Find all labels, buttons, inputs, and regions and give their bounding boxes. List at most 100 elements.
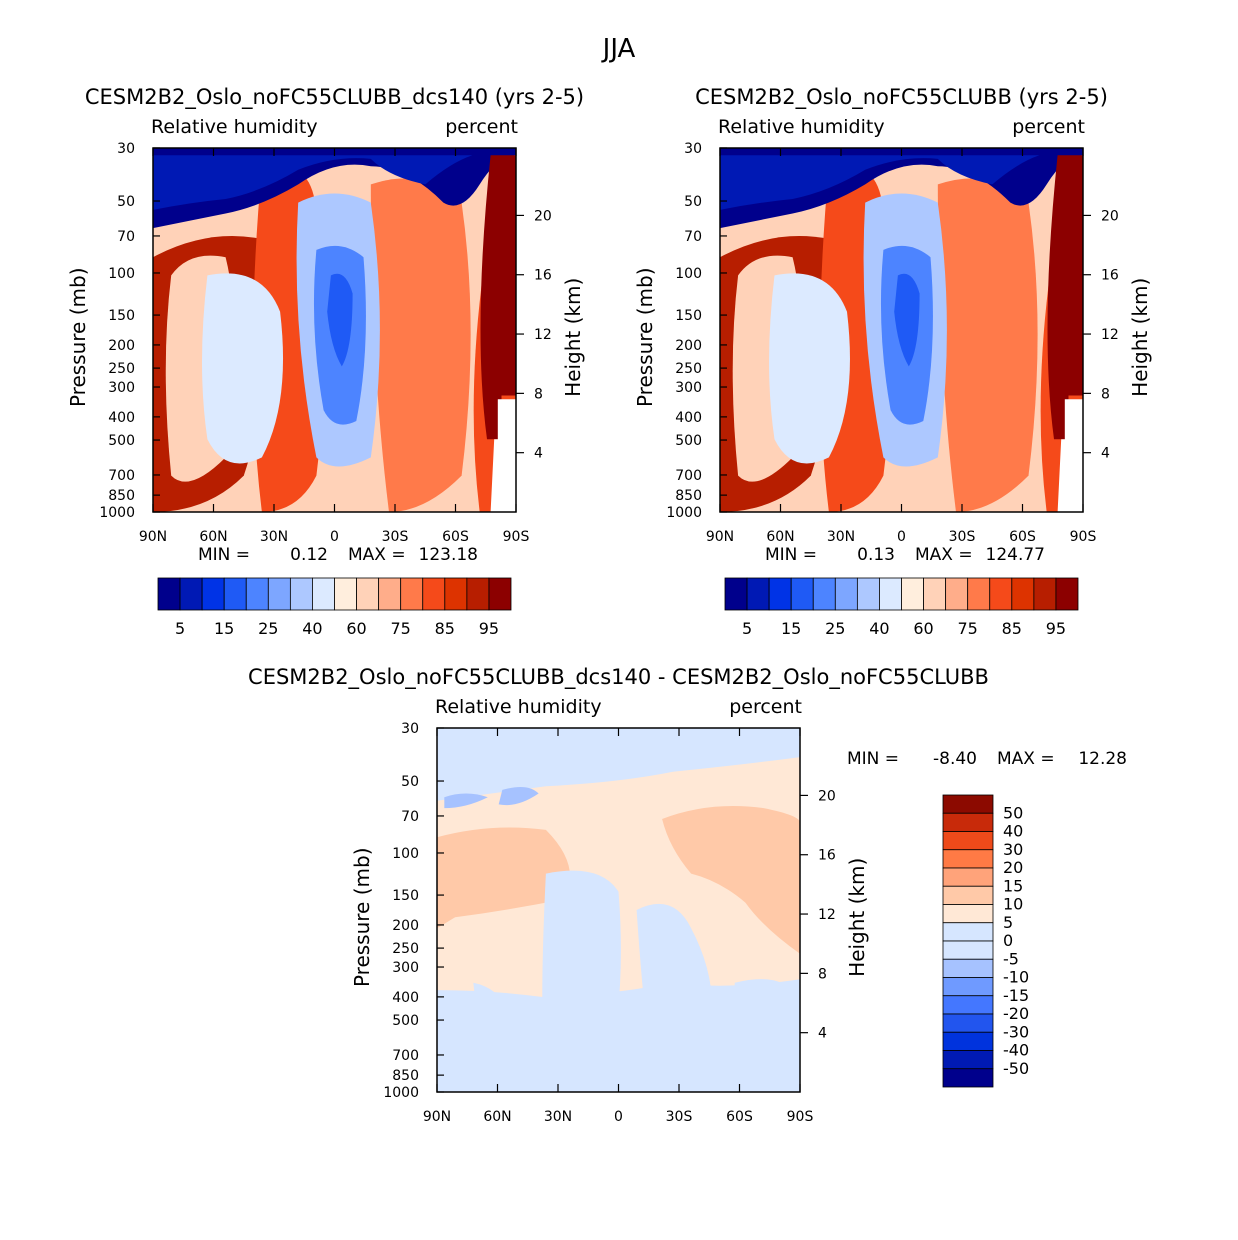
x-tick-label: 60S	[726, 1109, 753, 1125]
colorbar-swatch	[312, 577, 335, 611]
x-tick-label: 30S	[666, 1109, 693, 1125]
x-tick-label: 90S	[1070, 529, 1097, 545]
y-tick-label: 200	[392, 918, 419, 934]
y-tick-label: 70	[401, 809, 419, 825]
x-tick-label: 90S	[503, 529, 530, 545]
colorbar-swatch	[945, 577, 969, 611]
colorbar-swatch	[856, 577, 880, 611]
colorbar-tick: 25	[258, 619, 278, 638]
y-tick-label: 250	[108, 361, 135, 377]
y2-tick-label: 8	[534, 386, 543, 402]
colorbar-swatch	[967, 577, 991, 611]
colorbar-swatch	[422, 577, 446, 611]
colorbar-tick: 50	[1003, 803, 1023, 822]
x-tick-label: 90N	[139, 529, 167, 545]
colorbar-tick: 60	[346, 619, 366, 638]
y2-axis-title: Height (km)	[1128, 278, 1152, 397]
y-tick-label: 300	[108, 380, 135, 396]
y2-tick-label: 16	[534, 268, 552, 284]
colorbar-swatch	[942, 958, 994, 978]
panel-dcs140: CESM2B2_Oslo_noFC55CLUBB_dcs140 (yrs 2-5…	[66, 85, 585, 565]
y-tick-label: 500	[392, 1013, 419, 1029]
x-tick-label: 30N	[544, 1109, 572, 1125]
y-tick-label: 850	[392, 1068, 419, 1084]
y-tick-label: 1000	[666, 505, 702, 521]
y-tick-label: 100	[392, 846, 419, 862]
x-tick-label: 90N	[423, 1109, 451, 1125]
y2-tick-label: 12	[534, 327, 552, 343]
contour-field	[720, 148, 1083, 512]
colorbar-tick: -10	[1003, 968, 1029, 987]
x-tick-label: 30S	[949, 529, 976, 545]
colorbar-swatch	[724, 577, 748, 611]
colorbar-swatch	[923, 577, 947, 611]
y-tick-label: 500	[675, 433, 702, 449]
x-tick-label: 0	[330, 529, 339, 545]
max-label: MAX =	[348, 545, 406, 565]
x-tick-label: 60N	[766, 529, 794, 545]
y2-tick-label: 20	[818, 788, 836, 804]
colorbar-tick: -20	[1003, 1004, 1029, 1023]
max-value: 123.18	[419, 545, 478, 565]
y-tick-label: 300	[675, 380, 702, 396]
panel-control: CESM2B2_Oslo_noFC55CLUBB (yrs 2-5) Relati…	[633, 85, 1152, 565]
colorbar-swatch	[834, 577, 858, 611]
panel-difference: CESM2B2_Oslo_noFC55CLUBB_dcs140 - CESM2B…	[248, 665, 1127, 1125]
y2-tick-label: 16	[818, 848, 836, 864]
x-tick-label: 60S	[1009, 529, 1036, 545]
colorbar-swatch	[879, 577, 902, 611]
colorbar-tick: 75	[958, 619, 978, 638]
y-tick-label: 700	[392, 1048, 419, 1064]
contour-region	[437, 728, 800, 790]
colorbar-swatch	[942, 885, 994, 905]
colorbar-swatch	[901, 577, 924, 611]
colorbar-swatch	[942, 1068, 994, 1088]
colorbar-swatch	[334, 577, 357, 611]
y-tick-label: 30	[117, 141, 135, 157]
x-tick-label: 60N	[199, 529, 227, 545]
colorbar-tick: -30	[1003, 1022, 1029, 1041]
y-axis-title: Pressure (mb)	[66, 268, 90, 408]
colorbar-swatch	[223, 577, 247, 611]
colorbar-swatch	[942, 831, 994, 851]
contour-region	[498, 786, 539, 806]
colorbar-swatch	[942, 867, 994, 887]
y-tick-label: 850	[675, 488, 702, 504]
colorbar-swatch	[942, 812, 994, 832]
colorbar-swatch	[942, 794, 994, 814]
x-tick-label: 30N	[827, 529, 855, 545]
colorbar-swatch	[400, 577, 424, 611]
colorbar-tick: -15	[1003, 986, 1029, 1005]
contour-region	[937, 178, 1038, 512]
y-tick-label: 250	[675, 361, 702, 377]
x-tick-label: 90N	[706, 529, 734, 545]
x-tick-label: 30N	[260, 529, 288, 545]
y-tick-label: 150	[675, 308, 702, 324]
colorbar-swatch	[1033, 577, 1057, 611]
panel-title: CESM2B2_Oslo_noFC55CLUBB_dcs140 (yrs 2-5…	[85, 85, 584, 110]
colorbar-swatch	[466, 577, 490, 611]
colorbar-tick: 40	[302, 619, 322, 638]
y-tick-label: 1000	[99, 505, 135, 521]
y2-tick-label: 8	[818, 966, 827, 982]
y2-tick-label: 16	[1101, 268, 1119, 284]
units-label: percent	[1012, 116, 1085, 138]
contour-region	[202, 273, 284, 464]
colorbar-swatch	[378, 577, 402, 611]
colorbar-tick: -50	[1003, 1059, 1029, 1078]
colorbar-tick: -5	[1003, 949, 1019, 968]
max-label: MAX =	[997, 749, 1055, 769]
y-tick-label: 50	[401, 774, 419, 790]
y-tick-label: 200	[675, 338, 702, 354]
contour-region	[662, 806, 800, 954]
colorbar-swatch	[1055, 577, 1079, 611]
colorbar-tick: 5	[175, 619, 185, 638]
colorbar-tick: 20	[1003, 858, 1023, 877]
contour-field	[437, 728, 800, 1092]
colorbar-tick: 10	[1003, 895, 1023, 914]
y2-tick-label: 4	[818, 1026, 827, 1042]
variable-label: Relative humidity	[151, 116, 318, 138]
contour-region	[1047, 155, 1083, 440]
colorbar-tick: 25	[825, 619, 845, 638]
